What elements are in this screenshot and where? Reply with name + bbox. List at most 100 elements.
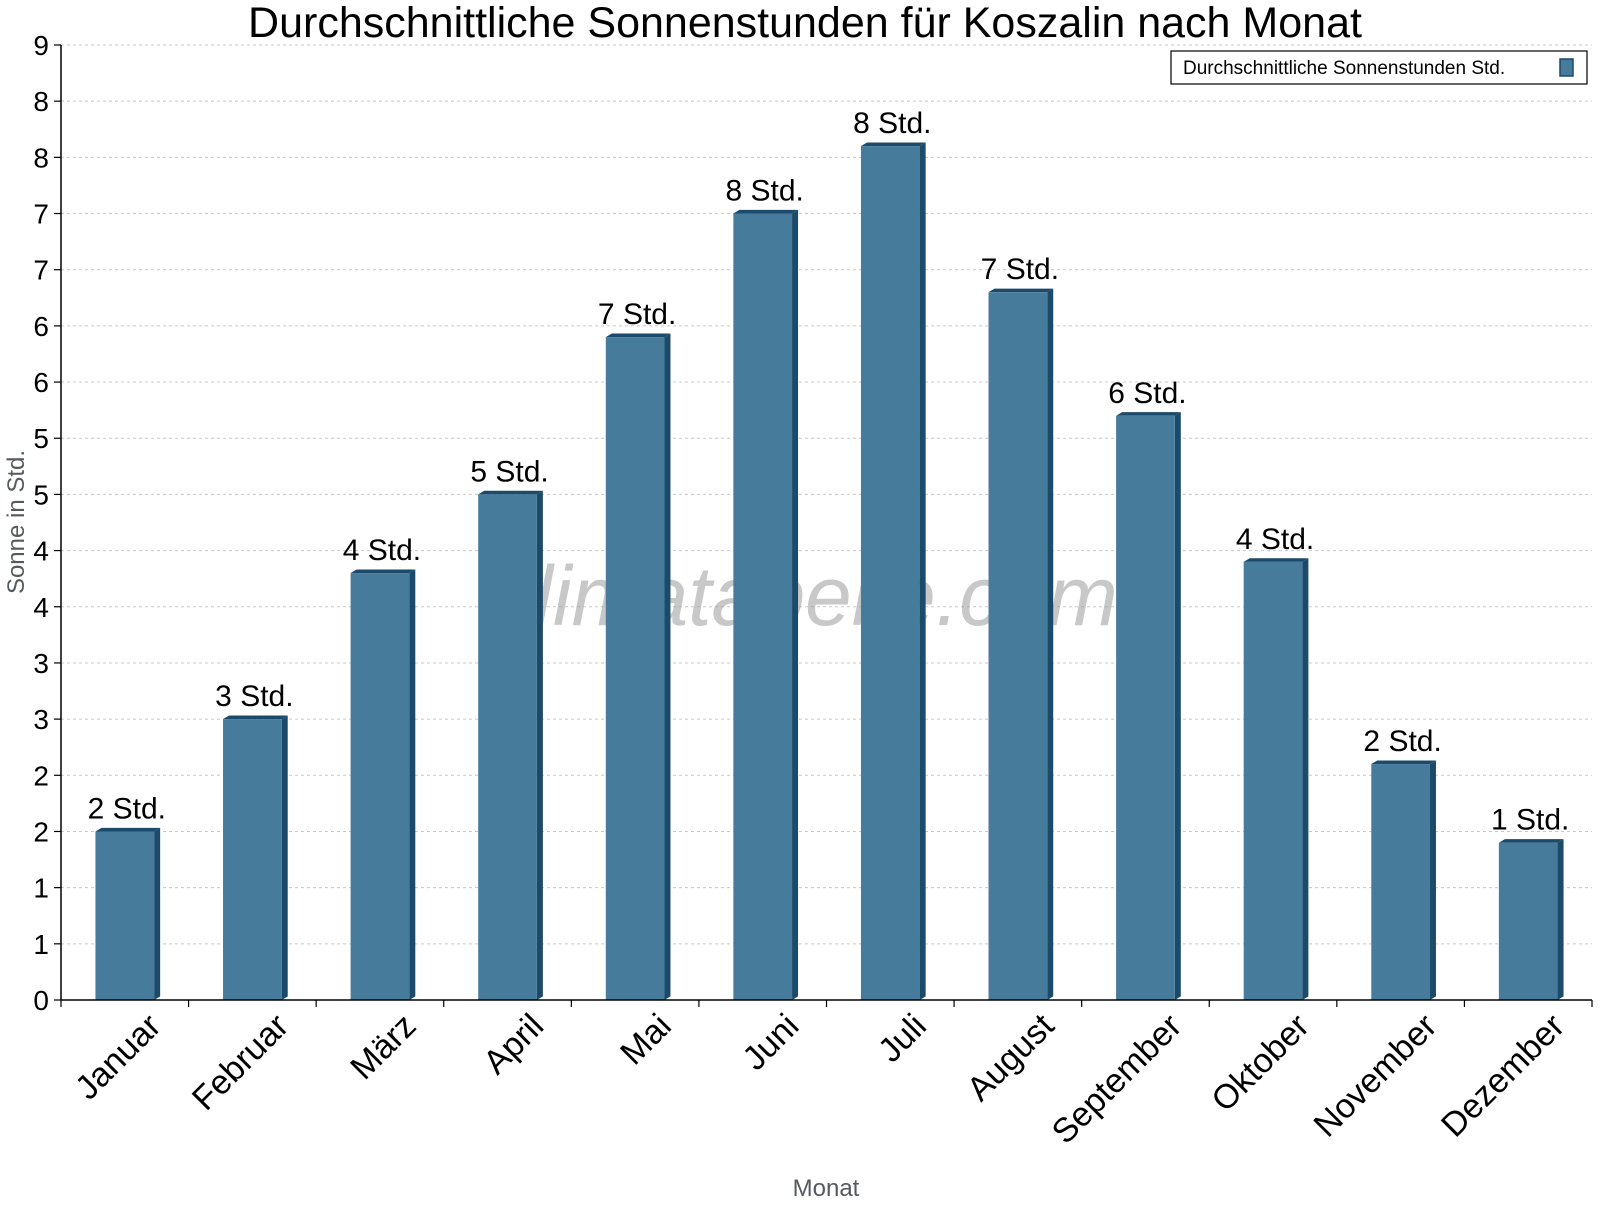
bar-mai bbox=[605, 333, 671, 1000]
x-tick-label: September bbox=[1045, 1007, 1189, 1151]
data-label: 5 Std. bbox=[470, 455, 548, 488]
legend: Durchschnittliche Sonnenstunden Std. bbox=[1170, 50, 1588, 85]
data-labels: 2 Std. 3 Std. 4 Std. 5 Std. 7 Std. 8 Std. 8 St… bbox=[88, 107, 1570, 837]
x-tick-label: April bbox=[476, 1007, 551, 1082]
bar-april bbox=[478, 490, 543, 1000]
data-label: 7 Std. bbox=[598, 298, 676, 331]
x-tick-label: März bbox=[343, 1007, 423, 1087]
y-tick-label: 8 bbox=[33, 86, 49, 117]
bar-side bbox=[664, 333, 671, 1000]
bar-top bbox=[223, 715, 288, 720]
bar-side bbox=[919, 142, 926, 1001]
x-tick-label: Dezember bbox=[1434, 1007, 1572, 1145]
x-axis-ticks: Januar Februar März April Mai Juni Juli AugustS… bbox=[60, 1000, 1593, 1151]
bar-november bbox=[1371, 760, 1436, 1000]
data-label: 8 Std. bbox=[726, 175, 804, 208]
y-tick-label: 1 bbox=[33, 929, 49, 960]
bar-top bbox=[988, 288, 1054, 293]
data-label: 1 Std. bbox=[1491, 804, 1569, 837]
legend-label: Durchschnittliche Sonnenstunden Std. bbox=[1183, 58, 1505, 79]
bar-top bbox=[478, 490, 543, 495]
bar-juni bbox=[733, 209, 799, 1000]
y-tick-label: 0 bbox=[33, 985, 49, 1016]
legend-box bbox=[1170, 50, 1588, 85]
y-tick-label: 8 bbox=[33, 142, 49, 173]
y-tick-label: 3 bbox=[33, 704, 49, 735]
x-tick-label: August bbox=[960, 1006, 1062, 1108]
x-axis-label: Monat bbox=[793, 1175, 860, 1200]
y-tick-label: 9 bbox=[33, 30, 49, 61]
data-label: 3 Std. bbox=[215, 680, 293, 713]
bar-front bbox=[478, 494, 537, 1000]
y-axis-ticks: 0 1 1 2 2 3 3 4 4 5 5 6 6 7 7 8 8 9 bbox=[33, 30, 61, 1016]
bar-oktober bbox=[1243, 558, 1309, 1000]
bar-top bbox=[1116, 412, 1181, 416]
bar-front bbox=[1243, 561, 1303, 1000]
chart-title: Durchschnittliche Sonnenstunden für Kosz… bbox=[248, 0, 1362, 47]
bar-side bbox=[792, 209, 799, 1000]
bar-top bbox=[1498, 839, 1564, 843]
bar-front bbox=[350, 573, 410, 1000]
bar-front bbox=[1116, 415, 1175, 1000]
x-tick-label: Juli bbox=[871, 1007, 934, 1070]
axes bbox=[60, 45, 1592, 1001]
bar-front bbox=[605, 337, 665, 1000]
bar-side bbox=[536, 490, 543, 1000]
y-axis-label: Sonne in Std. bbox=[3, 450, 30, 594]
x-tick-label: Januar bbox=[68, 1007, 168, 1107]
y-tick-label: 6 bbox=[33, 311, 49, 342]
y-tick-label: 1 bbox=[33, 873, 49, 904]
bar-side bbox=[1302, 558, 1309, 1000]
bars bbox=[95, 142, 1564, 1001]
bar-front bbox=[860, 146, 920, 1000]
bar-side bbox=[281, 715, 288, 1000]
bar-side bbox=[154, 827, 161, 1000]
bar-top bbox=[95, 827, 161, 832]
bar-front bbox=[1498, 842, 1558, 1000]
bar-front bbox=[1371, 764, 1430, 1000]
x-tick-label: Juni bbox=[735, 1007, 806, 1078]
data-label: 8 Std. bbox=[853, 107, 931, 140]
y-tick-label: 4 bbox=[33, 592, 49, 623]
bar-top bbox=[350, 569, 416, 574]
bar-september bbox=[1116, 412, 1181, 1001]
bar-august bbox=[988, 288, 1054, 1000]
bar-dezember bbox=[1498, 839, 1564, 1000]
bar-top bbox=[733, 209, 799, 214]
y-tick-label: 4 bbox=[33, 536, 49, 567]
bar-side bbox=[1174, 412, 1181, 1001]
y-tick-label: 5 bbox=[33, 479, 49, 510]
bar-top bbox=[1243, 558, 1309, 562]
bar-front bbox=[988, 292, 1048, 1000]
bar-side bbox=[1429, 760, 1436, 1000]
bar-juli bbox=[860, 142, 926, 1001]
data-label: 7 Std. bbox=[981, 253, 1059, 286]
y-tick-label: 3 bbox=[33, 648, 49, 679]
y-tick-label: 7 bbox=[33, 255, 49, 286]
legend-swatch bbox=[1559, 58, 1574, 77]
x-tick-label: Oktober bbox=[1204, 1007, 1316, 1119]
bar-side bbox=[1557, 839, 1564, 1000]
data-label: 4 Std. bbox=[343, 534, 421, 567]
bar-front bbox=[223, 719, 282, 1000]
y-tick-label: 2 bbox=[33, 760, 49, 791]
bar-märz bbox=[350, 569, 416, 1000]
x-tick-label: Mai bbox=[613, 1007, 679, 1073]
bar-januar bbox=[95, 827, 161, 1000]
bar-februar bbox=[223, 715, 288, 1000]
data-label: 6 Std. bbox=[1108, 377, 1186, 410]
bar-top bbox=[860, 142, 926, 147]
bar-top bbox=[1371, 760, 1436, 765]
data-label: 2 Std. bbox=[88, 792, 166, 825]
bar-side bbox=[1047, 288, 1054, 1000]
gridlines bbox=[61, 44, 1592, 945]
data-label: 2 Std. bbox=[1363, 725, 1441, 758]
bar-top bbox=[605, 333, 671, 338]
data-label: 4 Std. bbox=[1236, 523, 1314, 556]
y-tick-label: 6 bbox=[33, 367, 49, 398]
x-tick-label: November bbox=[1307, 1007, 1445, 1145]
y-tick-label: 7 bbox=[33, 199, 49, 230]
y-tick-label: 2 bbox=[33, 816, 49, 847]
